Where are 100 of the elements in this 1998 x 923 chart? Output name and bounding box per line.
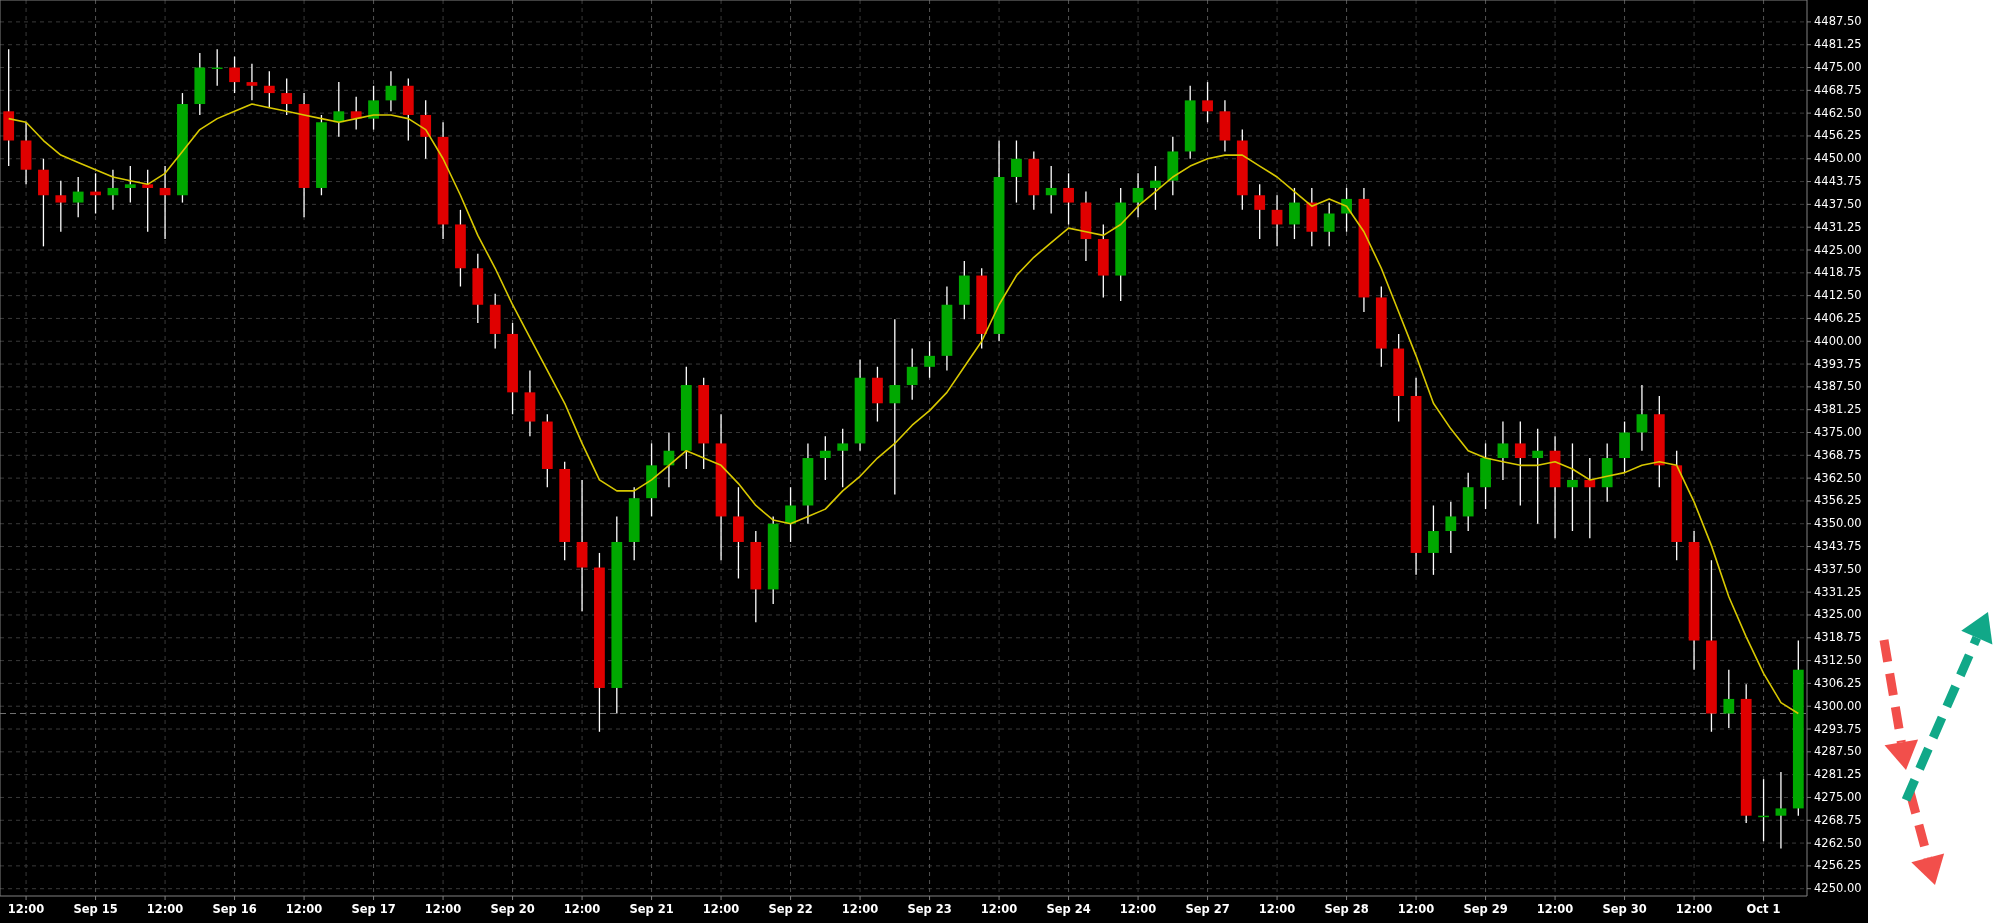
x-tick-label: Sep 22 — [768, 902, 813, 916]
candlestick — [263, 70, 275, 109]
y-tick-label: 4293.75 — [1814, 721, 1862, 736]
candlestick — [1514, 420, 1526, 507]
x-tick-label: Sep 21 — [629, 902, 674, 916]
x-tick-label: Sep 27 — [1185, 902, 1230, 916]
y-tick-label: 4456.25 — [1814, 128, 1862, 143]
candlestick — [837, 428, 849, 488]
x-tick-label: 12:00 — [1536, 902, 1574, 916]
y-tick-label: 4262.50 — [1814, 835, 1862, 850]
x-tick-label: 12:00 — [841, 902, 879, 916]
x-tick-label: 12:00 — [285, 902, 323, 916]
x-tick-label: Sep 30 — [1602, 902, 1647, 916]
candlestick — [1063, 172, 1074, 226]
candlestick — [1289, 187, 1300, 240]
y-tick-label: 4325.00 — [1814, 607, 1862, 622]
candlestick — [1532, 428, 1544, 525]
x-tick-label: Sep 28 — [1324, 902, 1369, 916]
candlestick — [785, 486, 796, 543]
y-tick-label: 4406.25 — [1814, 310, 1862, 325]
y-tick-label: 4368.75 — [1814, 447, 1862, 462]
y-tick-label: 4431.25 — [1814, 219, 1862, 234]
candlestick — [1150, 165, 1161, 211]
candlestick — [1132, 172, 1144, 218]
candlestick — [368, 85, 379, 131]
x-tick-label: 12:00 — [1119, 902, 1157, 916]
x-tick-label: 12:00 — [1675, 902, 1713, 916]
y-tick-label: 4400.00 — [1814, 333, 1862, 348]
candlestick — [246, 63, 258, 102]
x-tick-label: 12:00 — [7, 902, 45, 916]
y-tick-label: 4437.50 — [1814, 196, 1862, 211]
candlestick — [1775, 771, 1787, 850]
candlestick — [142, 169, 154, 233]
candlestick — [819, 435, 831, 481]
candlestick — [906, 347, 918, 401]
y-tick-label: 4381.25 — [1814, 402, 1862, 417]
candlestick — [1254, 183, 1266, 240]
y-tick-label: 4343.75 — [1814, 539, 1862, 554]
y-tick-label: 4281.25 — [1814, 767, 1862, 782]
candlestick — [1202, 81, 1213, 123]
candlestick — [1497, 420, 1509, 481]
x-tick-label: Sep 15 — [73, 902, 118, 916]
candlestick — [1428, 504, 1439, 576]
y-tick-label: 4318.75 — [1814, 630, 1862, 645]
y-tick-label: 4487.50 — [1814, 14, 1862, 29]
y-tick-label: 4412.50 — [1814, 288, 1862, 303]
y-tick-label: 4443.75 — [1814, 174, 1862, 189]
y-tick-label: 4481.25 — [1814, 37, 1862, 52]
candlestick — [1445, 501, 1457, 554]
y-tick-label: 4418.75 — [1814, 265, 1862, 280]
candlestick — [72, 176, 84, 218]
y-tick-label: 4475.00 — [1814, 60, 1862, 75]
candlestick — [124, 165, 136, 204]
x-tick-label: 12:00 — [146, 902, 184, 916]
candlestick — [1045, 165, 1057, 215]
x-tick-label: 12:00 — [1258, 902, 1296, 916]
y-tick-label: 4468.75 — [1814, 82, 1862, 97]
y-tick-label: 4375.00 — [1814, 424, 1862, 439]
candlestick — [281, 77, 293, 116]
x-tick-label: 12:00 — [702, 902, 740, 916]
x-tick-label: Sep 20 — [490, 902, 535, 916]
x-tick-label: 12:00 — [563, 902, 601, 916]
y-tick-label: 4393.75 — [1814, 356, 1862, 371]
candlestick — [1323, 201, 1335, 247]
y-tick-label: 4337.50 — [1814, 561, 1862, 576]
x-tick-label: Sep 24 — [1046, 902, 1091, 916]
y-tick-label: 4312.50 — [1814, 653, 1862, 668]
candlestick — [350, 96, 362, 131]
candlestick — [1636, 384, 1648, 452]
candlestick — [1584, 457, 1596, 539]
x-tick-label: Oct 1 — [1746, 902, 1781, 916]
candlestick — [1567, 442, 1578, 532]
y-tick-label: 4450.00 — [1814, 151, 1862, 166]
y-tick-label: 4287.50 — [1814, 744, 1862, 759]
y-tick-label: 4462.50 — [1814, 105, 1862, 120]
candlestick — [924, 340, 935, 379]
candlestick — [1011, 139, 1022, 204]
x-tick-label: 12:00 — [1397, 902, 1435, 916]
x-tick-label: Sep 29 — [1463, 902, 1508, 916]
x-tick-label: Sep 23 — [907, 902, 952, 916]
x-tick-label: Sep 17 — [351, 902, 396, 916]
candlestick — [229, 55, 240, 94]
y-tick-label: 4268.75 — [1814, 812, 1862, 827]
y-tick-label: 4306.25 — [1814, 675, 1862, 690]
x-tick-label: 12:00 — [424, 902, 462, 916]
y-tick-label: 4250.00 — [1814, 881, 1862, 896]
y-tick-label: 4331.25 — [1814, 584, 1862, 599]
candlestick — [420, 99, 432, 160]
candlestick — [333, 81, 345, 138]
y-tick-label: 4356.25 — [1814, 493, 1862, 508]
y-tick-label: 4300.00 — [1814, 698, 1862, 713]
y-tick-label: 4425.00 — [1814, 242, 1862, 257]
x-tick-label: Sep 16 — [212, 902, 257, 916]
x-tick-label: 12:00 — [980, 902, 1018, 916]
candlestick — [1723, 669, 1735, 729]
y-tick-label: 4256.25 — [1814, 858, 1862, 873]
y-tick-label: 4387.50 — [1814, 379, 1862, 394]
candlestick — [55, 180, 67, 233]
y-tick-label: 4350.00 — [1814, 516, 1862, 531]
candlestick — [889, 318, 901, 496]
